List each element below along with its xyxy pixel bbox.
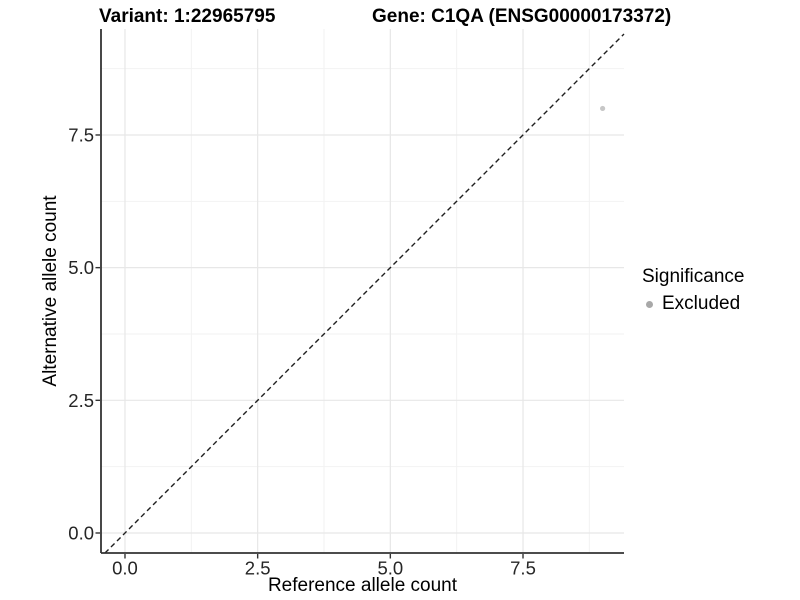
x-tick-label: 7.5	[510, 558, 536, 579]
plot-title-gene: Gene: C1QA (ENSG00000173372)	[372, 6, 672, 27]
y-tick-label: 5.0	[68, 257, 94, 278]
legend: Significance Excluded	[642, 266, 744, 315]
legend-point-icon	[646, 300, 653, 308]
x-axis-title: Reference allele count	[267, 575, 458, 596]
y-tick-label: 2.5	[68, 390, 94, 411]
legend-entry-excluded: Excluded	[642, 293, 744, 315]
y-tick-label: 0.0	[68, 522, 94, 543]
legend-entry-label: Excluded	[662, 293, 741, 314]
legend-title: Significance	[642, 266, 745, 287]
x-tick-label: 0.0	[112, 558, 138, 579]
legend-key	[642, 295, 660, 313]
y-axis-title: Alternative allele count	[40, 195, 61, 387]
x-tick-label: 5.0	[377, 558, 403, 579]
data-point	[600, 105, 606, 112]
y-tick-label: 7.5	[68, 124, 94, 145]
plot-title-variant: Variant: 1:22965795	[99, 6, 276, 27]
identity-line	[104, 33, 625, 554]
x-tick-label: 2.5	[245, 558, 271, 579]
